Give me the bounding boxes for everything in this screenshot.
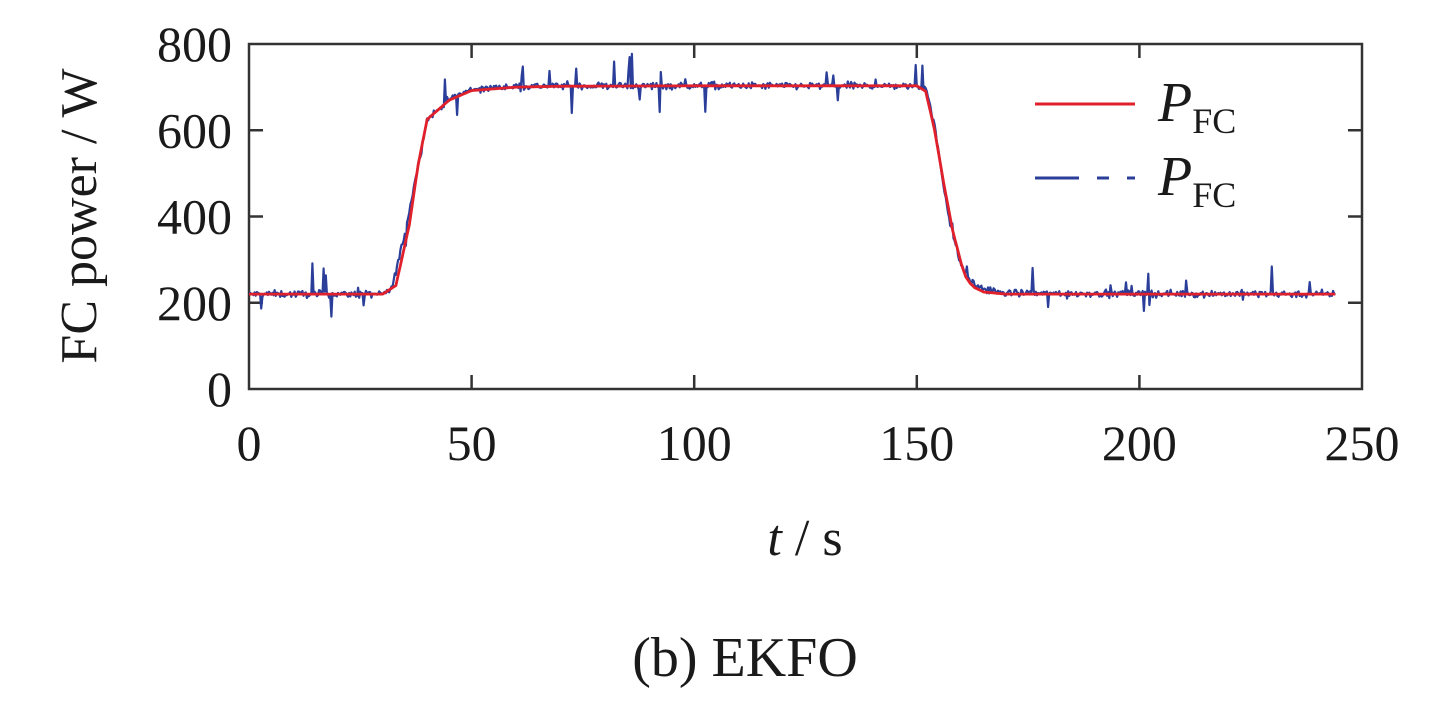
legend-ref-main: P xyxy=(1157,72,1192,134)
x-tick-label: 0 xyxy=(237,415,262,471)
y-axis-label: FC power / W xyxy=(51,68,108,363)
legend-label-ref: PFC xyxy=(1157,72,1236,141)
x-axis-var: t xyxy=(767,510,783,567)
y-tick-label: 0 xyxy=(207,361,232,417)
legend-measured-sub: FC xyxy=(1192,175,1236,215)
x-axis-unit: / s xyxy=(782,510,843,567)
figure-caption: (b) EKFO xyxy=(632,627,858,689)
legend: PFC PFC xyxy=(1035,72,1236,215)
y-tick-label: 800 xyxy=(157,16,232,72)
y-tick-label: 400 xyxy=(157,189,232,245)
x-axis-label: t / s xyxy=(767,510,842,567)
x-tick-label: 150 xyxy=(879,415,954,471)
y-tick-label: 200 xyxy=(157,275,232,331)
legend-label-measured: PFC xyxy=(1157,146,1236,215)
x-tick-label: 50 xyxy=(447,415,497,471)
series-line-reference xyxy=(249,84,1336,296)
x-tick-labels: 0 50 100 150 200 250 xyxy=(237,415,1400,471)
y-tick-label: 600 xyxy=(157,102,232,158)
legend-ref-sub: FC xyxy=(1192,101,1236,141)
series-layer xyxy=(248,52,1336,318)
legend-measured-main: P xyxy=(1157,146,1192,208)
y-tick-labels: 0 200 400 600 800 xyxy=(157,16,232,417)
tick-marks xyxy=(249,44,1362,389)
plot-frame xyxy=(247,42,1364,391)
x-tick-label: 200 xyxy=(1102,415,1177,471)
x-tick-label: 250 xyxy=(1325,415,1400,471)
x-tick-label: 100 xyxy=(657,415,732,471)
